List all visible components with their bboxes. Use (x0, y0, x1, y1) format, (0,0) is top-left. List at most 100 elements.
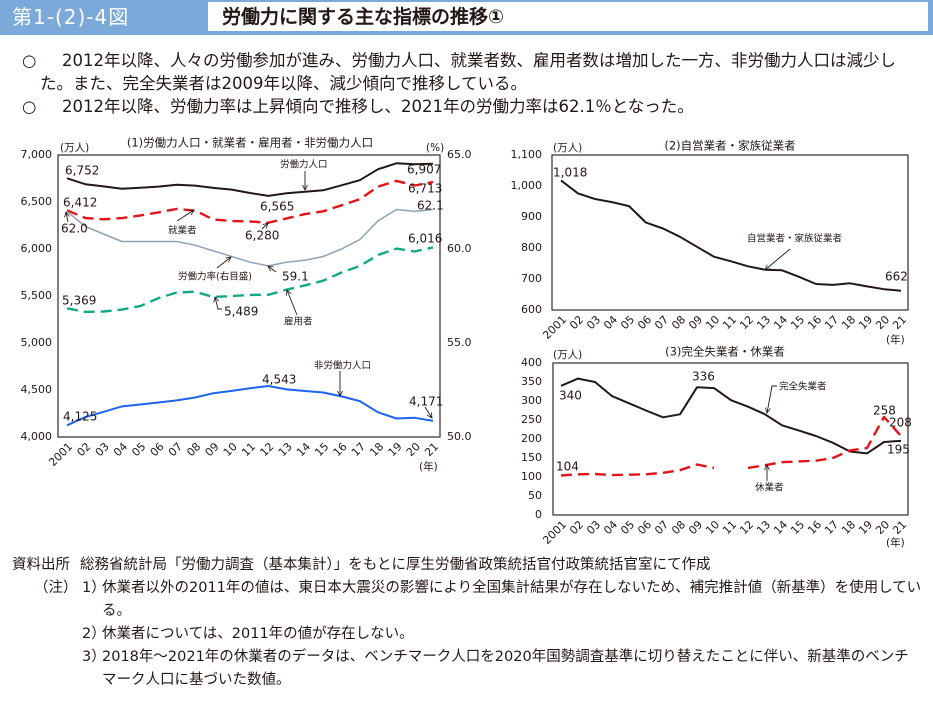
data-label: 1,018 (553, 166, 587, 180)
x-tick-label: 11 (239, 440, 258, 459)
data-label-arrow-icon (66, 212, 68, 223)
data-label: 5,369 (62, 294, 96, 308)
bullet-text: 2012年以降、人々の労働参加が進み、労働力人口、就業者数、雇用者数は増加した一… (40, 51, 896, 93)
data-label: 336 (692, 370, 715, 384)
y-tick-label: 600 (521, 303, 542, 316)
x-tick-label: 17 (349, 440, 368, 459)
y-tick-label: 0 (535, 508, 542, 521)
notes-label: （注） (34, 580, 78, 596)
series-line-1-5 (66, 208, 434, 267)
y-tick-label: 5,000 (21, 336, 53, 349)
y-tick-label: 900 (521, 210, 542, 223)
source-label: 資料出所 (12, 557, 70, 573)
data-label: 6,565 (260, 200, 294, 214)
data-label: 62.1 (417, 199, 444, 213)
data-label: 4,543 (262, 373, 296, 387)
y-tick-label: 250 (521, 413, 542, 426)
x-axis-unit: (年) (419, 460, 438, 473)
data-label: 6,280 (245, 229, 279, 243)
x-tick-label: 08 (184, 440, 203, 459)
note-text: 2018年～2021年の休業者のデータは、ベンチマーク人口を2020年国勢調査基… (102, 649, 909, 688)
x-tick-label: 2001 (46, 440, 75, 469)
bullet-circle-icon: ○ (22, 97, 37, 116)
y-tick-label: 200 (521, 432, 542, 445)
data-label: 258 (873, 404, 896, 418)
note-item: 1） 休業者以外の2011年の値は、東日本大震災の影響により全国集計結果が存在しな… (82, 577, 922, 623)
x-tick-label: 2001 (540, 313, 569, 342)
data-label: 340 (559, 389, 582, 403)
x-tick-label: 21 (890, 518, 909, 537)
y-tick-label: 1,000 (511, 179, 543, 192)
y-tick-label: 400 (521, 356, 542, 369)
y-tick-label: 100 (521, 470, 542, 483)
x-tick-label: 10 (221, 440, 240, 459)
y-axis-unit: (万人) (60, 142, 89, 154)
data-label: 6,907 (407, 163, 441, 177)
summary-bullet: ○ 2012年以降、人々の労働参加が進み、労働力人口、就業者数、雇用者数は増加した… (22, 49, 917, 95)
series-annotation: 完全失業者 (779, 381, 827, 393)
y-tick-label: 7,000 (21, 148, 53, 161)
annotation-arrow-icon (287, 290, 298, 316)
plot-frame (552, 362, 909, 516)
summary-bullets: ○ 2012年以降、人々の労働参加が進み、労働力人口、就業者数、雇用者数は増加した… (22, 49, 917, 118)
annotation-arrow-icon (765, 248, 791, 270)
data-label-arrow-icon (424, 406, 432, 418)
series-line-1-2 (66, 179, 434, 224)
x-tick-label: 07 (166, 440, 185, 459)
x-axis-unit: (年) (886, 333, 905, 346)
x-tick-label: 21 (422, 440, 441, 459)
x-tick-label: 21 (890, 313, 909, 332)
chart-title: (2)自営業者・家族従業者 (664, 139, 795, 153)
data-label: 6,752 (65, 164, 99, 178)
series-line-3-1 (560, 377, 902, 455)
x-tick-label: 16 (331, 440, 350, 459)
annotation-arrow-icon (216, 257, 231, 269)
x-tick-label: 04 (111, 440, 130, 459)
x-tick-label: 19 (386, 440, 405, 459)
data-label-arrow-icon (268, 266, 277, 273)
series-annotation: 自営業者・家族従業者 (747, 233, 842, 245)
data-label: 208 (889, 416, 912, 430)
notes-block: （注） 1） 休業者以外の2011年の値は、東日本大震災の影響により全国集計結果が… (0, 577, 933, 692)
y-tick-label: 50 (528, 489, 542, 502)
data-label-arrow-icon (261, 223, 268, 230)
source-text: 総務省統計局「労働力調査（基本集計）」をもとに厚生労働省政策統括官付政策統括官室… (80, 557, 711, 573)
x-tick-label: 18 (367, 440, 386, 459)
data-label-arrow-icon (215, 297, 222, 310)
plot-frame (551, 154, 909, 311)
note-item: 3） 2018年～2021年の休業者のデータは、ベンチマーク人口を2020年国勢調… (82, 646, 922, 692)
y-right-tick-label: 55.0 (447, 336, 472, 349)
note-number: 3） (82, 649, 106, 665)
data-label: 6,016 (408, 232, 442, 246)
annotation-arrow-icon (176, 210, 194, 222)
y-axis-unit: (万人) (553, 142, 582, 154)
series-line-3-2 (560, 463, 715, 477)
series-annotation: 就業者 (168, 225, 197, 237)
y-axis-unit: (万人) (553, 349, 582, 361)
series-line-1-4 (66, 385, 434, 427)
series-line-3-2 (747, 415, 902, 470)
figure-title-box: 労働力に関する主な指標の推移① (207, 1, 929, 32)
figure-title: 労働力に関する主な指標の推移① (222, 6, 505, 28)
note-number: 2） (82, 626, 106, 642)
series-annotation: 休業者 (755, 482, 784, 494)
x-tick-label: 12 (257, 440, 276, 459)
figure-number: 第1-(2)-4図 (12, 5, 130, 29)
y-right-tick-label: 60.0 (447, 242, 472, 255)
summary-bullet: ○ 2012年以降、労働力率は上昇傾向で推移し、2021年の労働力率は62.1％と… (22, 95, 917, 118)
series-annotation: 非労働力人口 (314, 360, 371, 372)
y-tick-label: 350 (521, 375, 542, 388)
chart-title: (3)完全失業者・休業者 (665, 345, 785, 359)
y-tick-label: 1,100 (511, 148, 543, 161)
y-axis-right-unit: (%) (426, 142, 444, 154)
data-label: 195 (887, 443, 910, 457)
plot-frame (57, 154, 441, 438)
chart-title: (1)労働力人口・就業者・雇用者・非労働力人口 (127, 136, 373, 150)
y-tick-label: 6,500 (21, 195, 53, 208)
data-label: 59.1 (282, 270, 309, 284)
y-tick-label: 5,500 (21, 289, 53, 302)
series-line-1-3 (66, 246, 434, 314)
x-tick-label: 03 (93, 440, 112, 459)
data-label: 62.0 (61, 222, 88, 236)
y-tick-label: 150 (521, 451, 542, 464)
